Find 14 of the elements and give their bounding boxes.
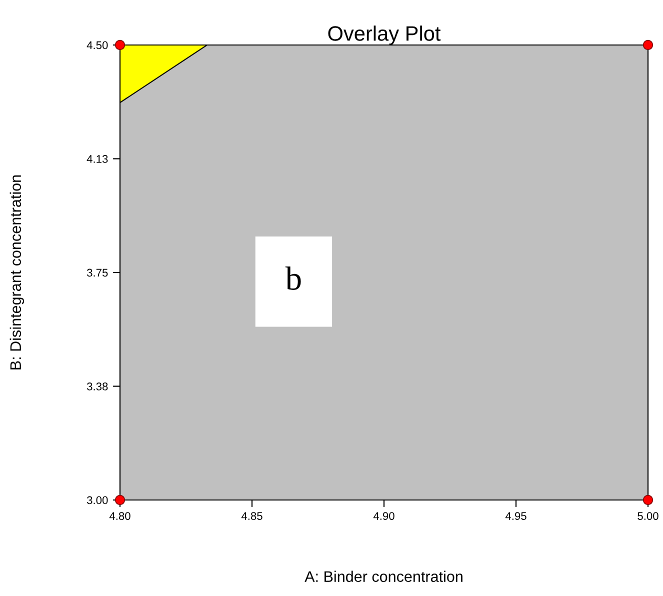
x-axis-title: A: Binder concentration (304, 570, 462, 582)
y-tick-label: 3.75 (86, 268, 108, 277)
chart-title: Overlay Plot (328, 26, 441, 45)
annotation: b (285, 266, 301, 290)
y-tick-label: 4.13 (86, 155, 108, 163)
y-tick-label: 3.38 (86, 382, 108, 390)
x-tick-label: 4.80 (109, 512, 130, 520)
y-tick-label: 3.00 (86, 496, 108, 504)
y-tick-label: 4.50 (86, 41, 108, 50)
x-tick-label: 4.95 (505, 512, 526, 520)
y-axis-title: B: Disintegrant concentration (10, 175, 24, 370)
x-tick-label: 4.90 (373, 512, 394, 520)
x-tick-label: 5.00 (638, 512, 658, 520)
x-tick-label: 4.85 (241, 512, 262, 520)
